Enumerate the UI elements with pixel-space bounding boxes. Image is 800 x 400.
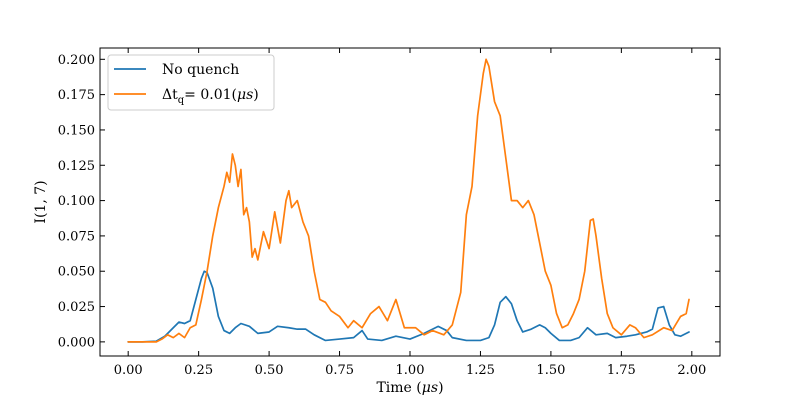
x-tick-label: 0.25 bbox=[184, 363, 213, 378]
y-tick-label: 0.000 bbox=[58, 335, 95, 350]
x-tick-label: 0.00 bbox=[114, 363, 143, 378]
y-tick-label: 0.200 bbox=[58, 53, 95, 68]
x-tick-label: 2.00 bbox=[677, 363, 706, 378]
x-tick-label: 1.25 bbox=[466, 363, 495, 378]
y-tick-label: 0.025 bbox=[58, 300, 95, 315]
y-tick-label: 0.075 bbox=[58, 229, 95, 244]
x-tick-label: 1.75 bbox=[607, 363, 636, 378]
series-line-1 bbox=[127, 58, 690, 343]
x-tick-label: 1.50 bbox=[536, 363, 565, 378]
legend-label-no-quench: No quench bbox=[162, 62, 239, 78]
legend-box bbox=[107, 54, 275, 111]
axis-ticks: 0.00 0.25 0.50 0.75 1.00 1.25 1.50 1.75 2.00 0.00… bbox=[58, 48, 720, 378]
x-axis-label: Time (μs) bbox=[376, 380, 443, 396]
x-tick-label: 0.50 bbox=[255, 363, 284, 378]
legend-label-quench: Δtq= 0.01(μs) bbox=[162, 87, 259, 106]
y-tick-label: 0.175 bbox=[58, 88, 95, 103]
y-tick-label: 0.100 bbox=[58, 194, 95, 209]
x-tick-label: 0.75 bbox=[325, 363, 354, 378]
y-tick-label: 0.125 bbox=[58, 159, 95, 174]
x-tick-label: 1.00 bbox=[396, 363, 425, 378]
y-tick-label: 0.150 bbox=[58, 123, 95, 138]
series-layer bbox=[127, 58, 690, 343]
y-tick-label: 0.050 bbox=[58, 265, 95, 280]
legend: No quench Δtq= 0.01(μs) bbox=[107, 54, 275, 111]
y-axis-label: I(1, 7) bbox=[33, 180, 49, 223]
series-line-0 bbox=[127, 270, 690, 343]
